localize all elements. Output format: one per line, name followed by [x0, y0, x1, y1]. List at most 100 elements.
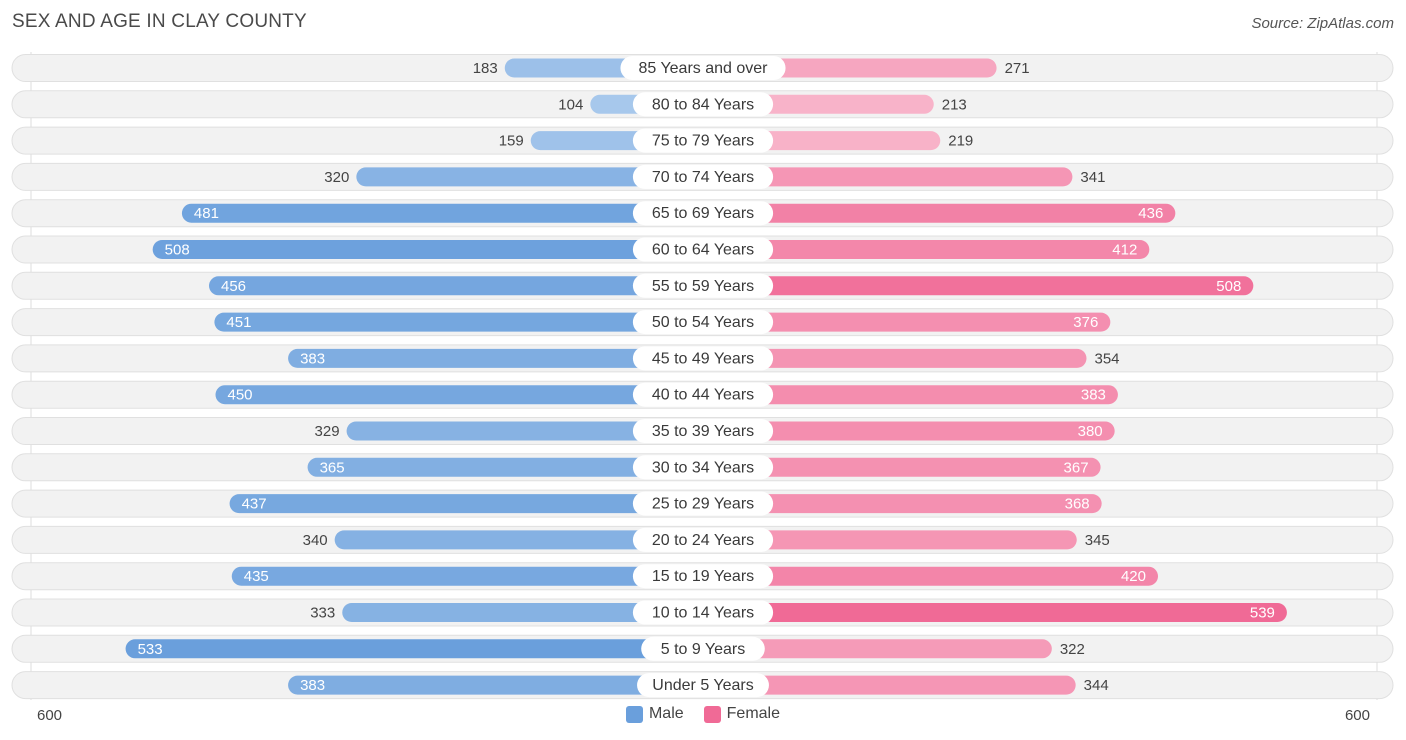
row-1[interactable]: 104 213 80 to 84 Years	[11, 90, 1394, 119]
row-14[interactable]: 435 420 15 to 19 Years	[11, 562, 1394, 591]
bar-male	[152, 240, 703, 259]
bar-male	[125, 639, 704, 659]
label-female-value: 368	[1065, 496, 1090, 513]
row-10[interactable]: 329 380 35 to 39 Years	[11, 417, 1394, 445]
bar-male	[214, 312, 703, 332]
label-female-value: 367	[1064, 459, 1089, 476]
category-label: 35 to 39 Years	[652, 423, 754, 440]
label-male-value: 104	[558, 96, 583, 113]
category-pill	[632, 564, 774, 589]
label-female-value: 539	[1250, 605, 1275, 622]
label-male-value: 481	[194, 205, 219, 222]
category-label: 65 to 69 Years	[652, 205, 754, 222]
population-pyramid-chart: 183 271 85 Years and over 104 213 80 to 84 Ye…	[11, 52, 1394, 700]
category-pill	[632, 128, 774, 153]
bar-female	[703, 167, 1073, 187]
category-pill	[632, 491, 774, 516]
label-female-value: 322	[1060, 641, 1085, 658]
row-11[interactable]: 365 367 30 to 34 Years	[11, 453, 1394, 482]
label-female-value: 345	[1085, 532, 1110, 549]
category-pill	[632, 382, 774, 407]
label-female-value: 219	[948, 133, 973, 150]
bar-female	[703, 385, 1118, 405]
chart-title: SEX AND AGE IN CLAY COUNTY	[12, 11, 307, 32]
row-2[interactable]: 159 219 75 to 79 Years	[11, 126, 1394, 155]
bar-female	[703, 639, 1052, 659]
label-male-value: 450	[228, 387, 253, 404]
category-label: 55 to 59 Years	[652, 278, 754, 295]
label-female-value: 376	[1073, 314, 1098, 331]
category-pill	[641, 636, 765, 661]
label-male-value: 383	[300, 677, 325, 694]
category-label: 15 to 19 Years	[652, 568, 754, 585]
label-male-value: 320	[324, 169, 349, 186]
legend-label-female: Female	[726, 705, 781, 722]
category-pill	[637, 673, 769, 698]
category-label: 10 to 14 Years	[652, 605, 754, 622]
chart-legend: Male Female	[0, 705, 1406, 723]
bar-male	[346, 421, 703, 441]
category-label: 50 to 54 Years	[652, 314, 754, 331]
category-label: 45 to 49 Years	[652, 350, 754, 367]
bar-female	[703, 276, 1254, 296]
category-pill	[632, 164, 774, 189]
category-pill	[632, 455, 774, 480]
legend-swatch-female	[703, 705, 721, 723]
category-label: Under 5 Years	[652, 677, 753, 694]
row-0[interactable]: 183 271 85 Years and over	[11, 54, 1394, 82]
row-13[interactable]: 340 345 20 to 24 Years	[11, 525, 1394, 554]
row-17[interactable]: 383 344 Under 5 Years	[11, 671, 1394, 700]
label-male-value: 451	[226, 314, 251, 331]
bar-female	[703, 240, 1150, 259]
label-female-value: 412	[1112, 242, 1137, 259]
category-pill	[632, 346, 774, 371]
label-male-value: 383	[300, 350, 325, 367]
category-pill	[632, 237, 774, 262]
label-female-value: 420	[1121, 568, 1146, 585]
row-5[interactable]: 508 412 60 to 64 Years	[11, 235, 1394, 264]
label-female-value: 354	[1095, 350, 1120, 367]
bar-female	[703, 312, 1111, 332]
category-label: 80 to 84 Years	[652, 96, 754, 113]
bar-female	[703, 203, 1176, 223]
category-label: 60 to 64 Years	[652, 242, 754, 259]
row-6[interactable]: 456 508 55 to 59 Years	[11, 271, 1394, 300]
bar-female	[703, 421, 1115, 441]
label-male-value: 365	[320, 459, 345, 476]
row-7[interactable]: 451 376 50 to 54 Years	[11, 308, 1394, 337]
bar-female	[703, 457, 1101, 477]
row-4[interactable]: 481 436 65 to 69 Years	[11, 199, 1394, 228]
label-male-value: 333	[310, 605, 335, 622]
row-15[interactable]: 333 539 10 to 14 Years	[11, 598, 1394, 627]
label-male-value: 437	[242, 496, 267, 513]
label-male-value: 329	[315, 423, 340, 440]
label-male-value: 159	[499, 133, 524, 150]
legend-item-male[interactable]: Male	[625, 705, 684, 723]
legend-item-female[interactable]: Female	[703, 705, 781, 723]
label-male-value: 533	[138, 641, 163, 658]
legend-label-male: Male	[648, 705, 684, 722]
label-male-value: 508	[165, 242, 190, 259]
bar-female	[703, 494, 1102, 514]
row-16[interactable]: 533 322 5 to 9 Years	[11, 634, 1394, 663]
label-female-value: 380	[1078, 423, 1103, 440]
category-pill	[632, 600, 774, 625]
label-male-value: 183	[473, 60, 498, 77]
bar-female	[703, 566, 1158, 586]
bar-male	[288, 348, 703, 368]
axis-left-max-label: 600	[37, 707, 63, 724]
label-female-value: 341	[1080, 169, 1105, 186]
row-3[interactable]: 320 341 70 to 74 Years	[11, 162, 1394, 191]
category-pill	[632, 310, 774, 335]
bar-male	[181, 203, 703, 223]
legend-swatch-male	[625, 705, 643, 723]
category-label: 25 to 29 Years	[652, 496, 754, 513]
row-12[interactable]: 437 368 25 to 29 Years	[11, 489, 1394, 518]
row-8[interactable]: 383 354 45 to 49 Years	[11, 344, 1394, 373]
label-female-value: 344	[1084, 677, 1109, 694]
row-9[interactable]: 450 383 40 to 44 Years	[11, 380, 1394, 409]
bar-male	[342, 603, 703, 622]
category-label: 20 to 24 Years	[652, 532, 754, 549]
category-pill	[632, 92, 774, 117]
bar-female	[703, 530, 1077, 550]
